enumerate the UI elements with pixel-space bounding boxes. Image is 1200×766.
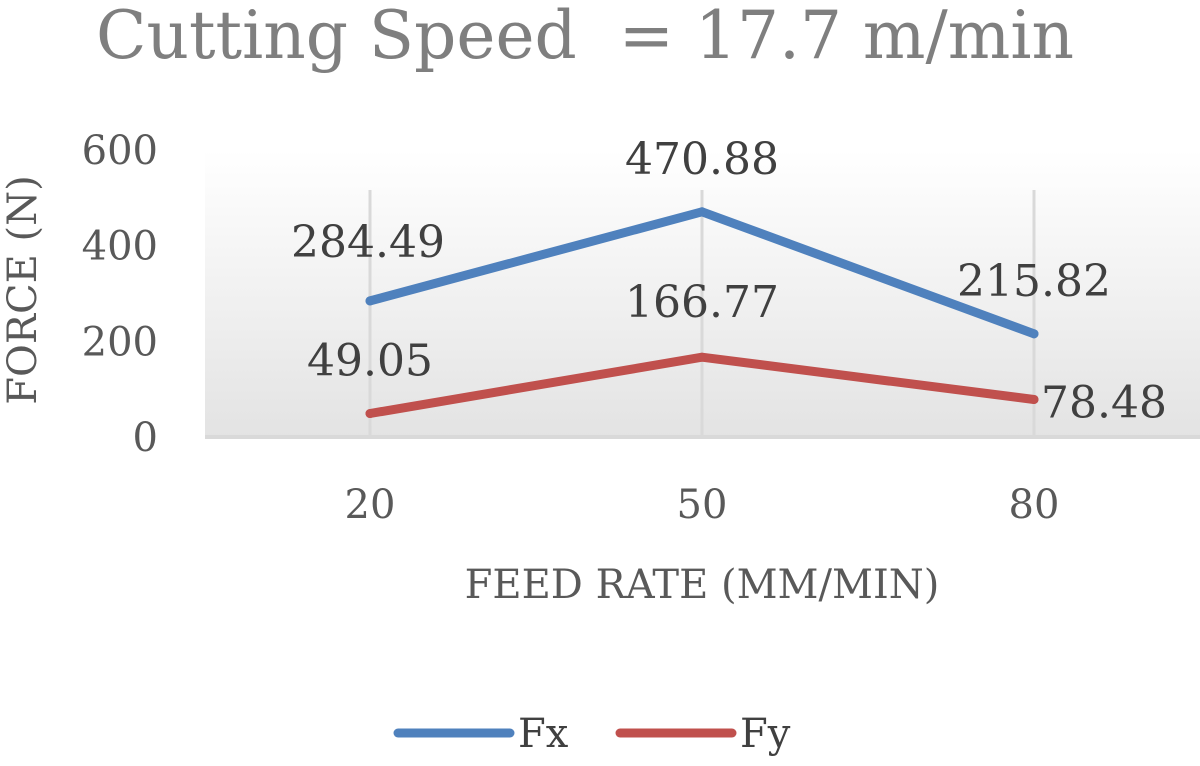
data-point-fx xyxy=(1029,329,1039,339)
series xyxy=(365,207,1039,419)
y-axis-title: FORCE (N) xyxy=(0,175,46,404)
x-tick-label: 80 xyxy=(1009,482,1060,528)
y-tick-label: 200 xyxy=(82,319,158,365)
y-tick-label: 400 xyxy=(82,224,158,270)
y-tick-label: 0 xyxy=(133,415,158,461)
data-point-fy xyxy=(365,409,375,419)
data-label-fx: 284.49 xyxy=(291,217,445,268)
y-tick-label: 600 xyxy=(82,128,158,174)
x-tick-label: 20 xyxy=(345,482,396,528)
data-label-fy: 166.77 xyxy=(625,277,779,328)
chart-title: Cutting Speed = 17.7 m/min xyxy=(96,0,1074,74)
data-label-fx: 215.82 xyxy=(957,256,1111,307)
data-point-fy xyxy=(1029,394,1039,404)
legend-label-fx: Fx xyxy=(518,711,569,757)
data-point-fx xyxy=(365,296,375,306)
data-point-fx xyxy=(697,207,707,217)
data-label-fx: 470.88 xyxy=(625,134,779,185)
axes: 0 200 400 600 20 50 80 xyxy=(82,128,1200,528)
x-tick-label: 50 xyxy=(677,482,728,528)
legend-label-fy: Fy xyxy=(740,711,791,757)
x-axis-title: FEED RATE (MM/MIN) xyxy=(465,562,940,608)
data-label-fy: 49.05 xyxy=(307,336,433,387)
data-labels: 284.49 470.88 215.82 49.05 166.77 78.48 xyxy=(291,134,1167,429)
legend: Fx Fy xyxy=(393,711,791,757)
data-label-fy: 78.48 xyxy=(1041,377,1167,428)
data-point-fy xyxy=(697,352,707,362)
